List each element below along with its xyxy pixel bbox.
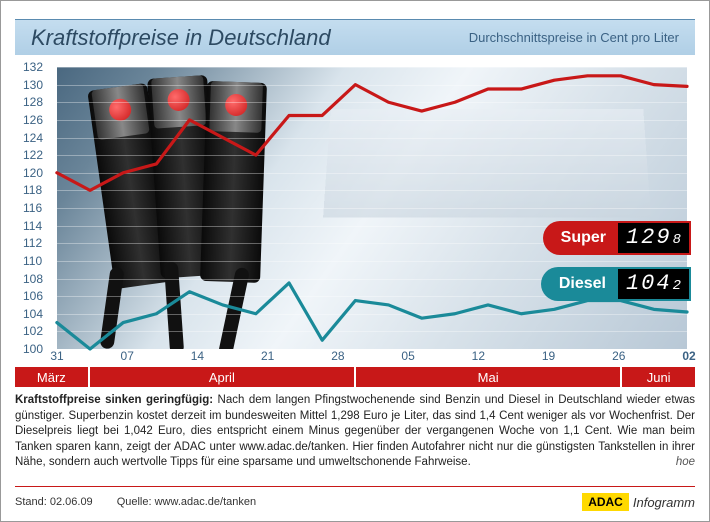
y-tick-label: 130 xyxy=(23,78,43,92)
y-tick-label: 100 xyxy=(23,342,43,356)
y-tick-label: 112 xyxy=(23,236,42,250)
author: hoe xyxy=(676,455,695,471)
footer: Stand: 02.06.09 Quelle: www.adac.de/tank… xyxy=(15,486,695,511)
infographic-container: Kraftstoffpreise in Deutschland Durchsch… xyxy=(0,0,710,522)
diesel-label: Diesel xyxy=(541,267,616,301)
x-tick-label: 05 xyxy=(401,349,414,363)
month-segment: April xyxy=(90,367,356,387)
title-bar: Kraftstoffpreise in Deutschland Durchsch… xyxy=(15,19,695,55)
x-tick-label: 19 xyxy=(542,349,555,363)
subtitle: Durchschnittspreise in Cent pro Liter xyxy=(469,30,679,45)
x-tick-label: 26 xyxy=(612,349,625,363)
main-title: Kraftstoffpreise in Deutschland xyxy=(31,25,469,51)
body-headline: Kraftstoffpreise sinken geringfügig: xyxy=(15,394,213,406)
y-tick-label: 108 xyxy=(23,272,43,286)
month-strip: MärzAprilMaiJuni xyxy=(15,367,695,387)
x-tick-label: 28 xyxy=(331,349,344,363)
diesel-price-display: 1042 xyxy=(616,267,691,301)
chart-area: 1001021041061081101121141161181201221241… xyxy=(15,55,695,387)
y-tick-label: 120 xyxy=(23,166,43,180)
x-tick-label: 12 xyxy=(472,349,485,363)
x-tick-label: 07 xyxy=(121,349,134,363)
super-label: Super xyxy=(543,221,616,255)
footer-source: Quelle: www.adac.de/tanken xyxy=(117,496,256,508)
y-tick-label: 106 xyxy=(23,289,43,303)
adac-logo-suffix: Infogramm xyxy=(633,495,695,510)
y-tick-label: 104 xyxy=(23,307,43,321)
x-tick-label: 14 xyxy=(191,349,204,363)
super-price-int: 129 xyxy=(626,225,672,250)
super-price-dec: 8 xyxy=(673,232,681,248)
body-text: Kraftstoffpreise sinken geringfügig: Nac… xyxy=(15,393,695,471)
diesel-price-dec: 2 xyxy=(673,278,681,294)
y-tick-label: 116 xyxy=(23,201,42,215)
y-tick-label: 110 xyxy=(23,254,42,268)
y-tick-label: 128 xyxy=(23,95,43,109)
y-tick-label: 102 xyxy=(23,324,43,338)
y-tick-label: 124 xyxy=(23,131,43,145)
x-tick-label: 21 xyxy=(261,349,274,363)
y-tick-label: 122 xyxy=(23,148,43,162)
footer-date: Stand: 02.06.09 xyxy=(15,496,93,508)
month-segment: Mai xyxy=(356,367,622,387)
y-tick-label: 118 xyxy=(23,183,42,197)
super-price-display: 1298 xyxy=(616,221,691,255)
adac-logo: ADAC xyxy=(582,493,629,511)
diesel-price-int: 104 xyxy=(626,271,672,296)
price-badge-super: Super 1298 xyxy=(543,221,691,255)
price-badge-diesel: Diesel 1042 xyxy=(541,267,691,301)
y-tick-label: 126 xyxy=(23,113,43,127)
month-segment: März xyxy=(15,367,90,387)
month-segment: Juni xyxy=(622,367,695,387)
y-tick-label: 132 xyxy=(23,60,43,74)
x-tick-label: 02 xyxy=(682,349,695,363)
x-tick-label: 31 xyxy=(50,349,63,363)
y-tick-label: 114 xyxy=(23,219,42,233)
